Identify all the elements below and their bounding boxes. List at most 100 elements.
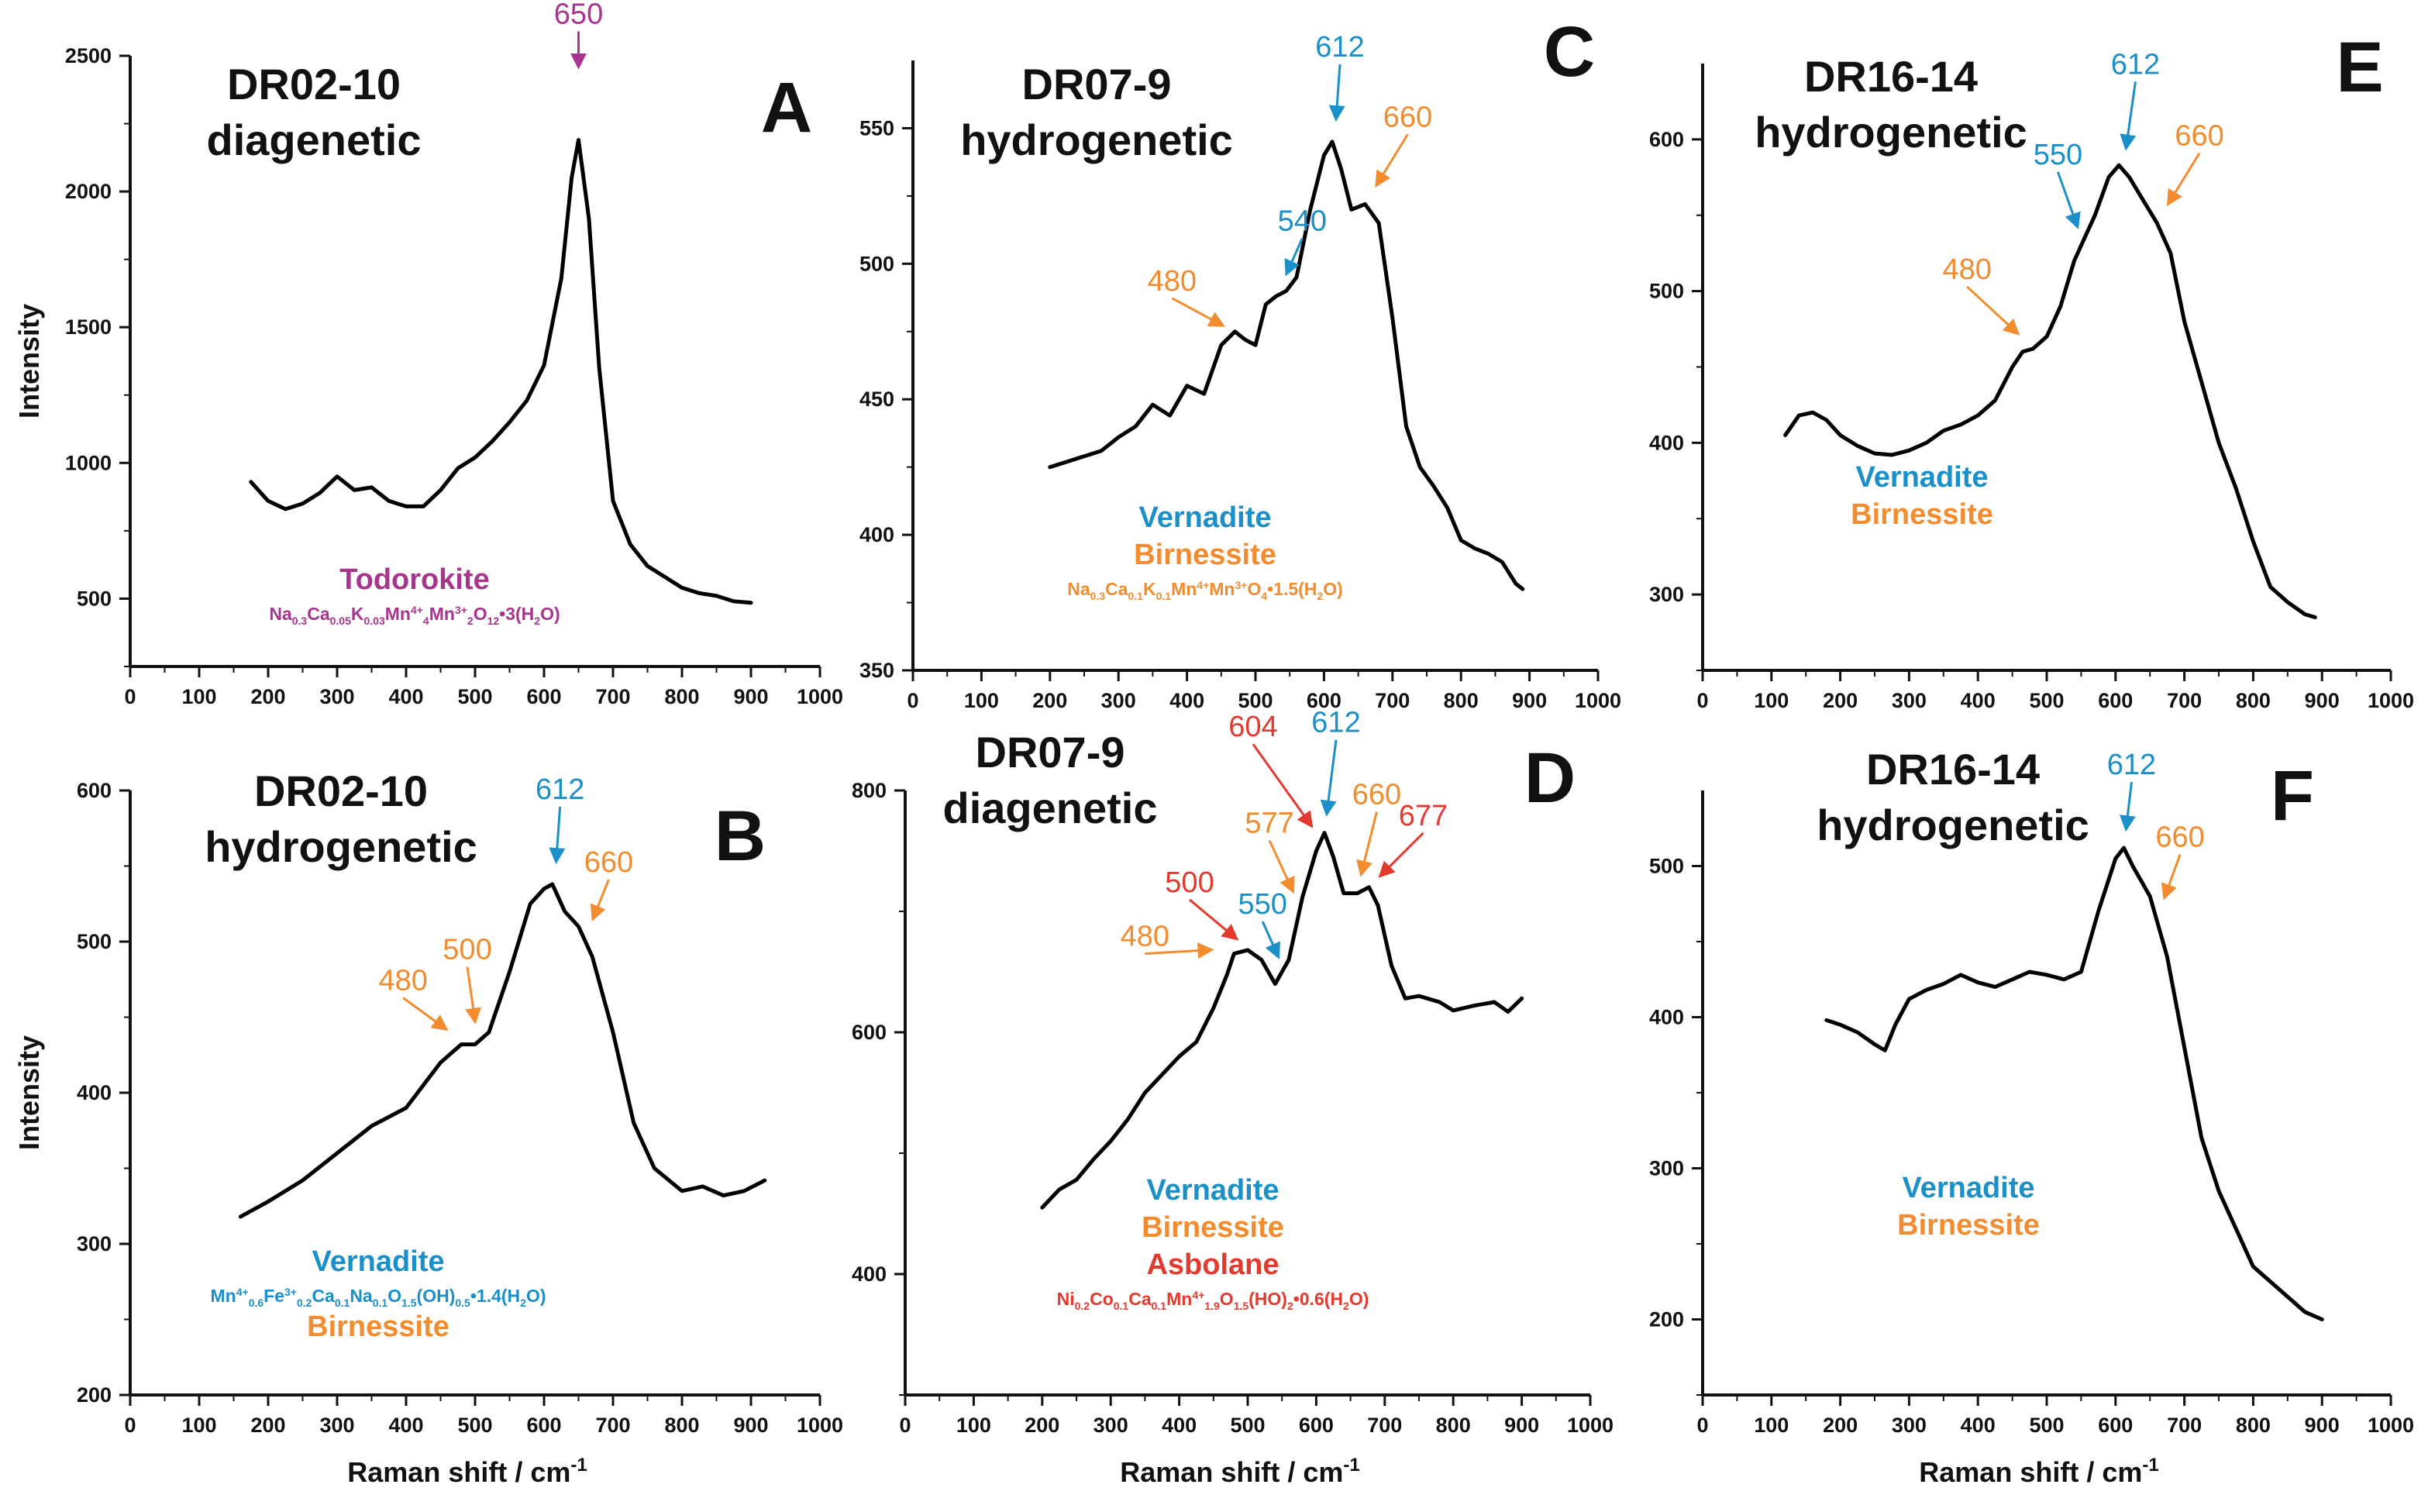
x-tick-label: 900 — [1504, 1414, 1539, 1437]
sample-title: hydrogenetic — [1755, 108, 2027, 157]
y-tick-label: 800 — [852, 779, 887, 802]
x-tick-label: 300 — [1101, 689, 1136, 712]
mineral-name: Birnessite — [1851, 498, 1993, 531]
formula-part: •1.5(H — [1267, 579, 1317, 599]
x-tick-label: 100 — [964, 689, 999, 712]
y-tick-label: 300 — [1649, 1157, 1684, 1180]
panel-letter: B — [715, 797, 766, 876]
peak-arrow — [1284, 238, 1304, 277]
sample-title: hydrogenetic — [960, 115, 1233, 164]
formula-part: O — [1247, 579, 1261, 599]
y-tick-label: 1500 — [65, 315, 112, 339]
mineral-name: Asbolane — [1146, 1249, 1279, 1281]
formula-part: 4+ — [1197, 579, 1209, 591]
sample-title: DR02-10 — [254, 766, 428, 815]
peak-arrow — [1356, 811, 1378, 877]
x-tick-label: 1000 — [1575, 689, 1621, 712]
x-tick-label: 200 — [250, 1414, 285, 1437]
x-tick-label: 800 — [664, 685, 699, 708]
peak-label: 480 — [378, 965, 427, 997]
peak-label: 612 — [1311, 707, 1360, 739]
formula-part: •3(H — [499, 604, 534, 624]
formula-part: K — [351, 604, 364, 624]
x-tick-label: 100 — [181, 685, 216, 708]
y-tick-label: 1000 — [65, 451, 112, 474]
formula-part: 2 — [1317, 590, 1323, 602]
x-tick-label: 500 — [2029, 1414, 2064, 1437]
formula-part: 0.6 — [249, 1297, 264, 1309]
formula-part: 3+ — [284, 1286, 297, 1298]
mineral-name: Vernadite — [1138, 501, 1271, 534]
mineral-formula: Na0.3Ca0.05K0.03Mn4+4Mn3+2O12•3(H2O) — [269, 604, 560, 627]
sample-title: hydrogenetic — [205, 822, 477, 871]
peak-arrow — [2166, 152, 2201, 207]
peak-arrow — [1328, 64, 1345, 122]
peak-label: 612 — [2111, 48, 2160, 81]
peak-arrow — [1320, 739, 1338, 817]
y-tick-label: 500 — [77, 930, 112, 953]
panel-e: 0 100 200 300 400 500 600 700 800 900 1000 300 400 50… — [1649, 28, 2414, 712]
sample-title: DR16-14 — [1866, 745, 2040, 794]
peak-arrow — [1189, 898, 1239, 941]
x-tick-label: 500 — [457, 1414, 492, 1437]
x-tick-label: 1000 — [2368, 1414, 2414, 1437]
formula-part: 0.1 — [335, 1297, 350, 1309]
x-tick-label: 500 — [1238, 689, 1273, 712]
peak-arrow — [1375, 133, 1409, 188]
x-tick-label: 0 — [899, 1414, 911, 1437]
peak-label: 660 — [2155, 821, 2204, 854]
formula-part: O) — [540, 604, 560, 624]
y-tick-label: 600 — [77, 779, 112, 802]
panels-group: 0 100 200 300 400 500 600 700 800 900 100050010001… — [13, 0, 2414, 1488]
panel-letter: A — [761, 68, 812, 147]
sample-title: DR07-9 — [976, 728, 1125, 777]
x-tick-label: 600 — [2098, 689, 2133, 712]
x-tick-label: 600 — [2098, 1414, 2133, 1437]
peak-label: 612 — [1315, 31, 1364, 64]
formula-part: 2 — [1343, 1300, 1349, 1312]
y-tick-label: 300 — [77, 1232, 112, 1255]
x-tick-label: 200 — [250, 685, 285, 708]
y-tick-label: 500 — [77, 587, 112, 610]
x-tick-label: 900 — [2305, 689, 2340, 712]
spectrum-line — [1783, 163, 2317, 619]
spectrum-line — [1824, 846, 2324, 1321]
peak-label: 480 — [1121, 921, 1169, 953]
x-tick-label: 500 — [2029, 689, 2064, 712]
peak-arrow — [2161, 854, 2182, 901]
y-tick-label: 400 — [859, 523, 894, 546]
formula-part: 2 — [1287, 1300, 1293, 1312]
formula-part: •0.6(H — [1293, 1289, 1343, 1309]
formula-part: 12 — [487, 615, 500, 627]
y-tick-label: 600 — [1649, 128, 1684, 151]
formula-part: O) — [1349, 1289, 1369, 1309]
formula-part: 0.3 — [1090, 590, 1106, 602]
peak-label: 660 — [584, 846, 633, 879]
formula-part: 2 — [520, 1297, 526, 1309]
x-tick-label: 0 — [907, 689, 918, 712]
formula-part: •1.4(H — [470, 1286, 520, 1306]
sample-title: DR16-14 — [1804, 52, 1978, 101]
x-tick-label: 100 — [1754, 689, 1789, 712]
peak-arrow — [1171, 297, 1226, 327]
x-tick-label: 100 — [1754, 1414, 1789, 1437]
panel-c: 0 100 200 300 400 500 600 700 800 900 100035040045… — [859, 12, 1621, 712]
mineral-name: Vernadite — [1855, 461, 1988, 494]
formula-part: Na — [350, 1286, 373, 1306]
peak-arrow — [2056, 171, 2081, 229]
x-axis-title: Raman shift / cm-1 — [1120, 1455, 1359, 1488]
x-tick-label: 300 — [1094, 1414, 1128, 1437]
formula-part: 2 — [534, 615, 540, 627]
mineral-formula: Ni0.2Co0.1Ca0.1Mn4+1.9O1.5(HO)2•0.6(H2O) — [1057, 1289, 1369, 1312]
formula-part: 1.9 — [1204, 1300, 1220, 1312]
y-tick-label: 500 — [1649, 280, 1684, 303]
formula-part: Ca — [307, 604, 330, 624]
x-tick-label: 600 — [1299, 1414, 1334, 1437]
formula-part: 4+ — [1192, 1289, 1204, 1301]
formula-part: Mn — [1171, 579, 1197, 599]
x-tick-label: 200 — [1025, 1414, 1059, 1437]
x-tick-label: 800 — [2236, 1414, 2271, 1437]
formula-part: Fe — [263, 1286, 284, 1306]
y-tick-label: 600 — [852, 1021, 887, 1044]
